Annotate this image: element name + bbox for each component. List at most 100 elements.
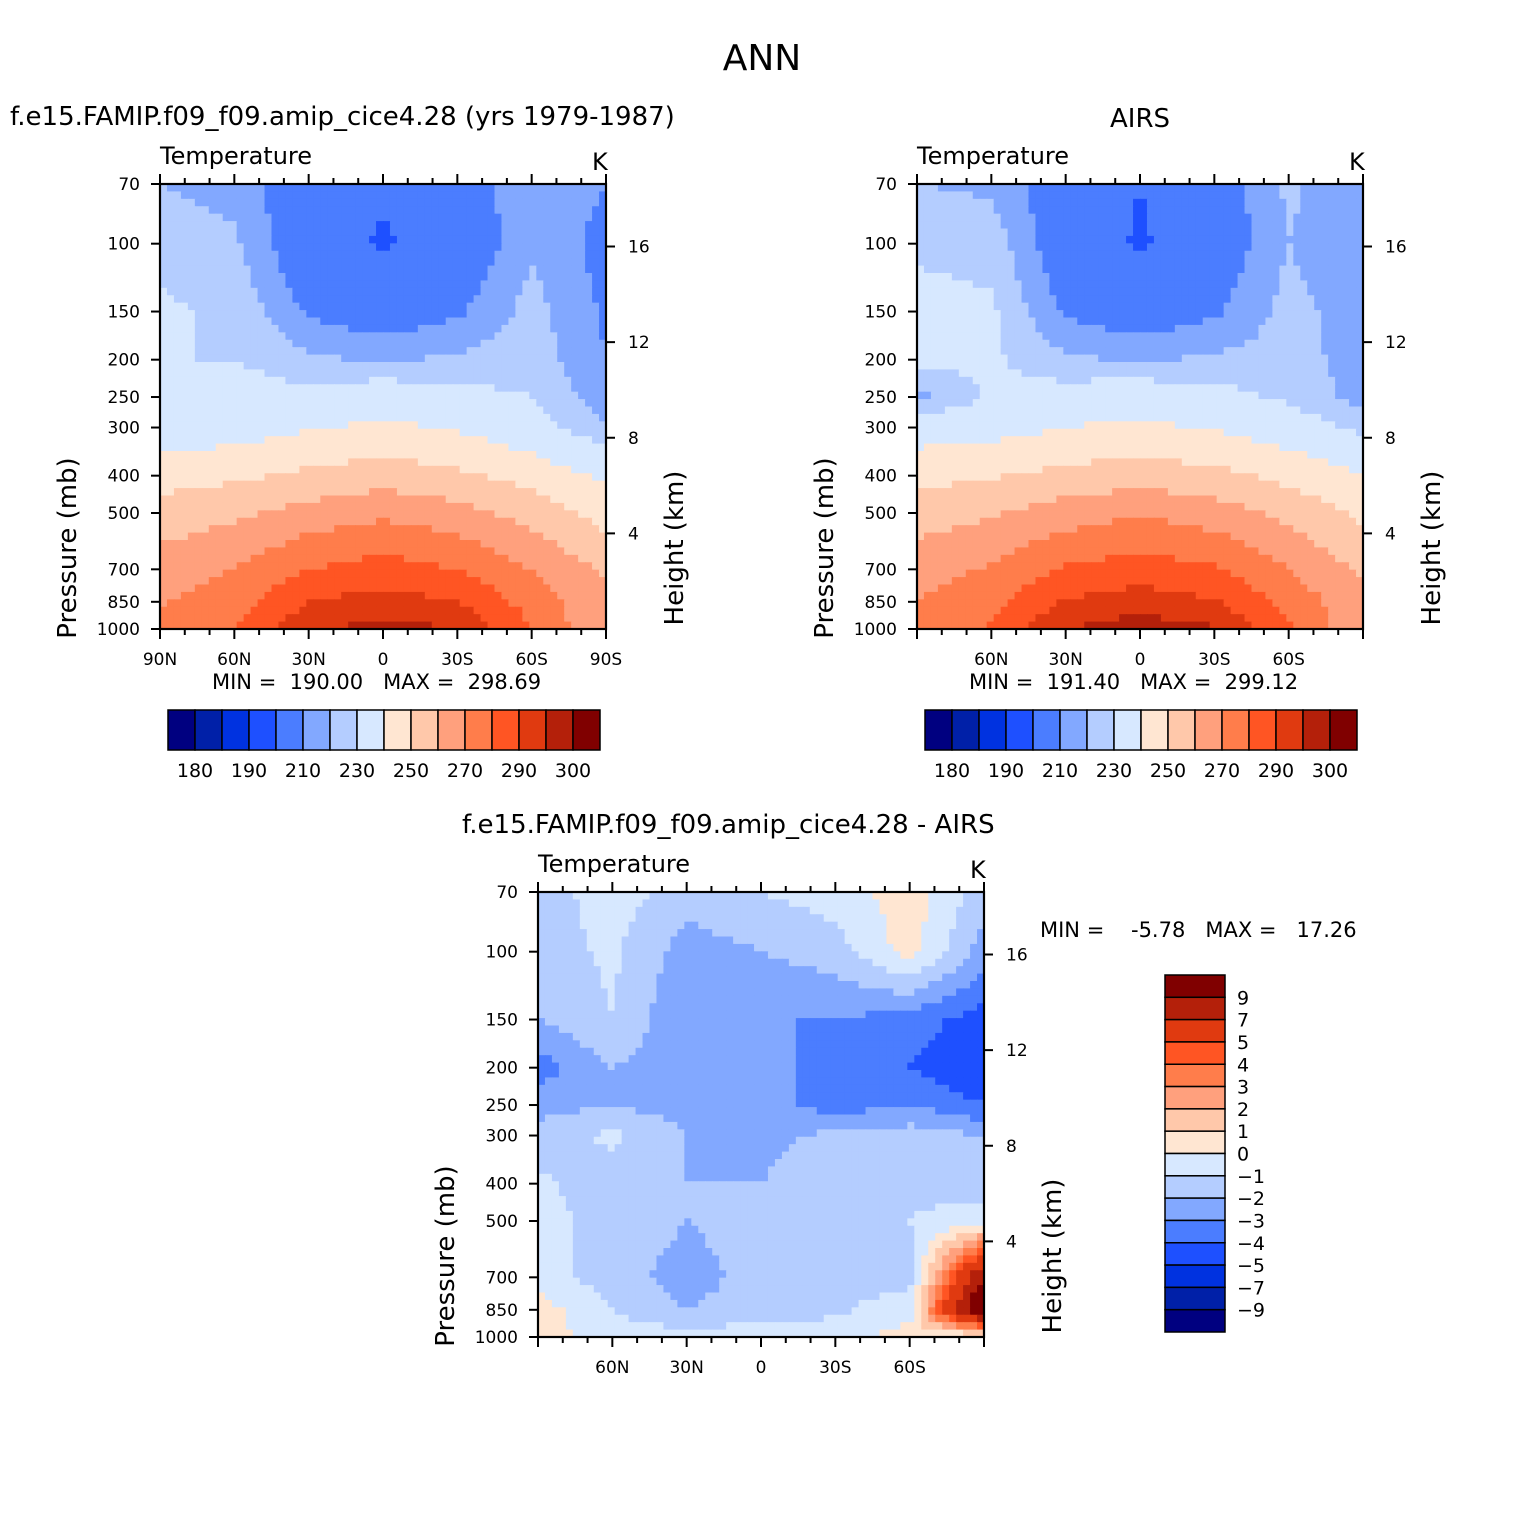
contour-cell bbox=[480, 302, 489, 311]
contour-cell bbox=[550, 317, 558, 326]
contour-cell bbox=[501, 421, 510, 430]
contour-cell bbox=[1105, 280, 1113, 289]
contour-cell bbox=[445, 302, 454, 311]
contour-cell bbox=[306, 599, 314, 608]
contour-cell bbox=[515, 287, 523, 296]
contour-cell bbox=[285, 480, 294, 489]
contour-cell bbox=[585, 502, 593, 511]
contour-cell bbox=[958, 295, 967, 304]
contour-cell bbox=[341, 287, 349, 296]
contour-cell bbox=[543, 250, 551, 259]
contour-cell bbox=[396, 562, 405, 571]
contour-cell bbox=[1202, 235, 1211, 244]
contour-cell bbox=[369, 502, 377, 511]
contour-cell bbox=[417, 273, 426, 282]
contour-cell bbox=[327, 213, 335, 222]
contour-cell bbox=[306, 562, 314, 571]
contour-cell bbox=[264, 495, 273, 504]
contour-cell bbox=[1258, 198, 1267, 207]
contour-cell bbox=[257, 317, 266, 326]
contour-cell bbox=[285, 584, 294, 593]
contour-cell bbox=[173, 606, 182, 615]
contour-cell bbox=[166, 221, 175, 230]
contour-cell bbox=[299, 376, 307, 385]
contour-cell bbox=[362, 391, 370, 400]
contour-cell bbox=[403, 465, 412, 474]
contour-cell bbox=[1265, 295, 1274, 304]
contour-cell bbox=[362, 184, 370, 193]
contour-cell bbox=[986, 258, 995, 267]
contour-cell bbox=[327, 614, 335, 623]
contour-cell bbox=[1007, 273, 1016, 282]
contour-cell bbox=[494, 317, 503, 326]
contour-cell bbox=[993, 287, 1002, 296]
contour-cell bbox=[508, 384, 517, 393]
contour-cell bbox=[243, 273, 252, 282]
contour-cell bbox=[1049, 228, 1057, 237]
contour-cell bbox=[578, 295, 586, 304]
contour-cell bbox=[299, 465, 307, 474]
contour-cell bbox=[550, 591, 558, 600]
contour-cell bbox=[917, 235, 925, 244]
contour-cell bbox=[417, 339, 426, 348]
contour-cell bbox=[979, 258, 988, 267]
contour-cell bbox=[459, 510, 468, 519]
contour-cell bbox=[951, 302, 960, 311]
contour-cell bbox=[396, 221, 405, 230]
y-tick-label: 200 bbox=[108, 351, 140, 371]
contour-cell bbox=[571, 547, 579, 556]
contour-cell bbox=[1014, 302, 1023, 311]
contour-cell bbox=[1000, 287, 1009, 296]
contour-cell bbox=[417, 265, 426, 274]
contour-cell bbox=[243, 324, 252, 333]
contour-cell bbox=[383, 243, 391, 252]
contour-cell bbox=[362, 413, 370, 422]
contour-cell bbox=[937, 243, 946, 252]
contour-cell bbox=[250, 599, 259, 608]
contour-cell bbox=[180, 228, 189, 237]
contour-cell bbox=[1084, 250, 1092, 259]
contour-cell bbox=[313, 250, 321, 259]
contour-cell bbox=[180, 287, 189, 296]
contour-cell bbox=[578, 302, 586, 311]
contour-cell bbox=[222, 191, 231, 200]
contour-cell bbox=[376, 280, 384, 289]
contour-cell bbox=[494, 562, 503, 571]
contour-cell bbox=[348, 554, 356, 563]
contour-cell bbox=[466, 421, 475, 430]
contour-cell bbox=[278, 428, 287, 437]
contour-cell bbox=[1216, 287, 1225, 296]
contour-cell bbox=[173, 614, 182, 623]
contour-cell bbox=[529, 339, 537, 348]
contour-cell bbox=[480, 221, 489, 230]
contour-cell bbox=[438, 354, 447, 363]
contour-cell bbox=[529, 562, 537, 571]
contour-cell bbox=[452, 265, 461, 274]
contour-cell bbox=[1181, 243, 1190, 252]
contour-cell bbox=[320, 235, 328, 244]
contour-cell bbox=[536, 391, 544, 400]
contour-cell bbox=[299, 547, 307, 556]
contour-cell bbox=[160, 614, 168, 623]
contour-cell bbox=[278, 221, 287, 230]
contour-cell bbox=[417, 391, 426, 400]
contour-cell bbox=[431, 391, 440, 400]
contour-cell bbox=[215, 228, 224, 237]
contour-cell bbox=[389, 191, 398, 200]
contour-cell bbox=[1286, 258, 1294, 267]
contour-cell bbox=[592, 280, 600, 289]
contour-cell bbox=[264, 554, 273, 563]
contour-cell bbox=[271, 540, 280, 549]
contour-cell bbox=[578, 421, 586, 430]
contour-cell bbox=[1042, 265, 1051, 274]
contour-cell bbox=[1119, 198, 1127, 207]
contour-cell bbox=[501, 250, 510, 259]
contour-cell bbox=[585, 510, 593, 519]
contour-cell bbox=[515, 235, 523, 244]
contour-cell bbox=[403, 547, 412, 556]
contour-cell bbox=[264, 310, 273, 319]
contour-cell bbox=[459, 547, 468, 556]
contour-cell bbox=[355, 488, 363, 497]
contour-cell bbox=[1070, 302, 1078, 311]
contour-cell bbox=[1307, 265, 1315, 274]
